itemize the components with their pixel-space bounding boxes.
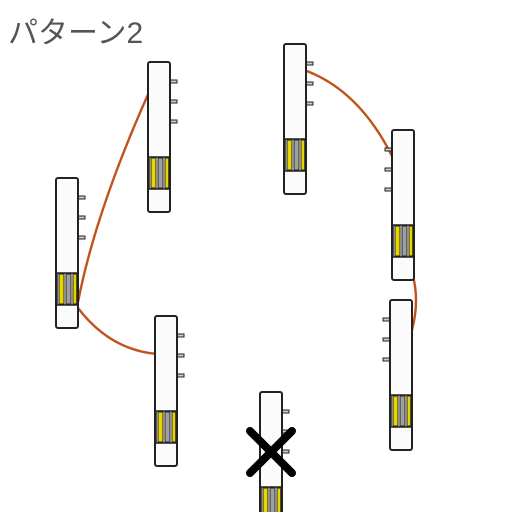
band-stripe (66, 274, 71, 304)
band-stripe (393, 396, 398, 426)
band-stripe (158, 158, 163, 188)
p_bot_right (383, 300, 412, 450)
band-stripe (270, 488, 275, 512)
band-stripe (294, 140, 299, 170)
p_left (56, 178, 85, 328)
p_bottom (250, 392, 292, 512)
band-stripe (263, 488, 268, 512)
p_top_left (148, 62, 177, 212)
cable (78, 308, 157, 354)
cable (304, 70, 394, 160)
band-stripe (158, 412, 163, 442)
band-stripe (151, 158, 156, 188)
p_top_right (284, 44, 313, 194)
diagram-svg (0, 0, 512, 512)
diagram-stage: パターン2 (0, 0, 512, 512)
band-stripe (165, 412, 170, 442)
p_bot_left (155, 316, 184, 466)
band-stripe (395, 226, 400, 256)
band-stripe (59, 274, 64, 304)
band-stripe (287, 140, 292, 170)
cable (78, 90, 150, 302)
band-stripe (400, 396, 405, 426)
band-stripe (402, 226, 407, 256)
